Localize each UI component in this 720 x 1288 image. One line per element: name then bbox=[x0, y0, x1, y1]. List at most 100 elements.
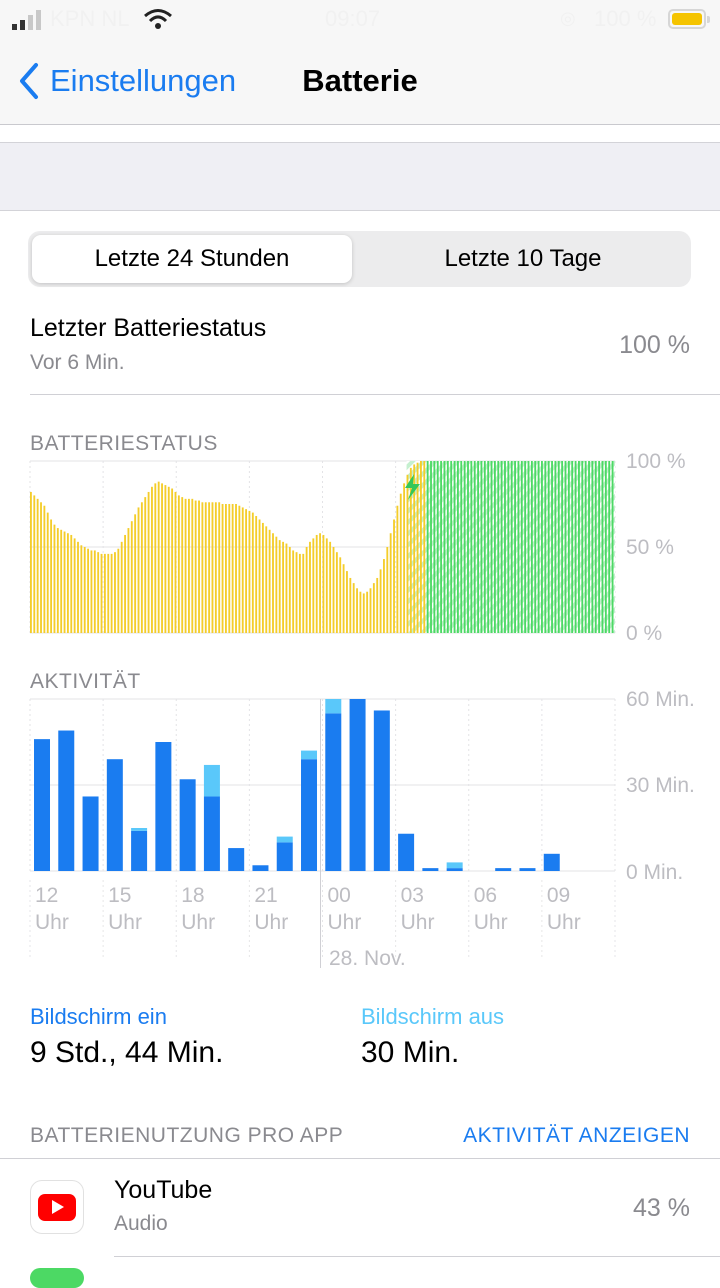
activity-x-tick-suffix: Uhr bbox=[254, 911, 288, 934]
battery-bar bbox=[477, 461, 480, 633]
battery-bar bbox=[124, 534, 126, 633]
battery-bar bbox=[268, 529, 271, 633]
rotation-lock-icon: ◎ bbox=[560, 8, 576, 28]
activity-date-label: 28. Nov. bbox=[329, 947, 406, 970]
battery-bar bbox=[282, 541, 285, 633]
activity-x-tick-suffix: Uhr bbox=[401, 911, 435, 934]
battery-bar bbox=[369, 588, 372, 633]
battery-bar bbox=[134, 514, 137, 633]
screen-off-bar bbox=[325, 699, 342, 714]
battery-bar bbox=[588, 461, 590, 633]
battery-bar bbox=[581, 461, 584, 633]
charging-bolt-icon bbox=[405, 474, 420, 500]
screen-off-bar bbox=[131, 828, 148, 831]
screen-on-bar bbox=[106, 759, 123, 871]
battery-bar bbox=[349, 577, 352, 633]
segment-last-10-days[interactable]: Letzte 10 Tage bbox=[444, 245, 602, 272]
app-row-youtube[interactable] bbox=[0, 1159, 720, 1256]
screen-on-bar bbox=[446, 868, 463, 871]
screen-off-bar bbox=[276, 836, 293, 843]
battery-bar bbox=[530, 461, 533, 633]
battery-bar bbox=[312, 538, 315, 633]
show-activity-button[interactable]: AKTIVITÄT ANZEIGEN bbox=[463, 1124, 690, 1147]
battery-bar bbox=[366, 591, 369, 633]
battery-bar bbox=[194, 500, 197, 633]
battery-bar bbox=[90, 550, 93, 633]
battery-bar bbox=[470, 461, 473, 633]
battery-bar bbox=[467, 461, 469, 633]
battery-bar bbox=[376, 577, 379, 633]
battery-bar bbox=[561, 461, 564, 633]
battery-bar bbox=[547, 461, 550, 633]
activity-x-tick-hour: 18 bbox=[181, 884, 204, 907]
activity-x-tick-hour: 12 bbox=[35, 884, 58, 907]
chevron-left-icon[interactable] bbox=[18, 62, 40, 100]
battery-bar bbox=[487, 461, 490, 633]
battery-bar bbox=[228, 504, 231, 633]
screen-off-bar bbox=[301, 750, 318, 760]
battery-bar bbox=[554, 461, 557, 633]
battery-bar bbox=[46, 512, 49, 633]
battery-bar bbox=[379, 569, 382, 633]
battery-bar bbox=[517, 461, 520, 633]
battery-bar bbox=[198, 500, 200, 633]
battery-bar bbox=[191, 498, 194, 633]
battery-bar bbox=[504, 461, 506, 633]
battery-bar bbox=[574, 461, 577, 633]
battery-bar bbox=[258, 519, 261, 633]
battery-bar bbox=[218, 502, 221, 633]
activity-x-tick-suffix: Uhr bbox=[474, 911, 508, 934]
battery-bar bbox=[110, 553, 113, 633]
battery-bar bbox=[608, 461, 611, 633]
battery-bar bbox=[342, 564, 345, 633]
screen-on-bar bbox=[155, 742, 172, 871]
screen-on-bar bbox=[228, 848, 245, 871]
battery-bar bbox=[151, 486, 153, 633]
battery-bar bbox=[490, 461, 493, 633]
battery-bar bbox=[93, 550, 96, 633]
screen-on-bar bbox=[82, 796, 99, 871]
battery-bar bbox=[171, 488, 174, 633]
app-name: YouTube bbox=[114, 1176, 213, 1204]
battery-bar bbox=[305, 547, 308, 633]
screen-on-bar bbox=[203, 796, 220, 871]
battery-bar bbox=[446, 461, 449, 633]
battery-bar bbox=[241, 507, 244, 633]
battery-bar bbox=[315, 534, 318, 633]
battery-bar bbox=[567, 461, 570, 633]
battery-bar bbox=[423, 461, 426, 633]
screen-on-bar bbox=[58, 730, 75, 871]
battery-bar bbox=[436, 461, 439, 633]
screen-on-bar bbox=[179, 779, 196, 871]
battery-bar bbox=[114, 552, 116, 633]
battery-bar bbox=[339, 557, 342, 633]
battery-bar bbox=[302, 553, 305, 633]
battery-bar bbox=[30, 491, 32, 633]
battery-bar bbox=[544, 461, 547, 633]
battery-bar bbox=[399, 493, 402, 633]
activity-x-tick-hour: 06 bbox=[474, 884, 497, 907]
last-status-value: 100 % bbox=[619, 331, 690, 359]
battery-bar bbox=[594, 461, 597, 633]
battery-bar bbox=[500, 461, 503, 633]
last-status-subtitle: Vor 6 Min. bbox=[30, 351, 125, 374]
battery-bar bbox=[426, 461, 429, 633]
battery-bar bbox=[416, 462, 419, 633]
screen-off-bar bbox=[446, 862, 463, 869]
battery-bar bbox=[480, 461, 483, 633]
battery-bar bbox=[73, 538, 76, 633]
battery-bar bbox=[204, 502, 207, 633]
battery-bar bbox=[221, 504, 224, 633]
battery-bar bbox=[329, 541, 332, 633]
segment-last-24-hours[interactable]: Letzte 24 Stunden bbox=[32, 235, 352, 283]
screen-on-label: Bildschirm ein bbox=[30, 1004, 167, 1029]
activity-x-tick-suffix: Uhr bbox=[547, 911, 581, 934]
activity-x-tick-suffix: Uhr bbox=[328, 911, 362, 934]
battery-bar bbox=[144, 497, 147, 633]
battery-bar bbox=[298, 553, 301, 633]
battery-bar bbox=[325, 538, 328, 633]
back-button[interactable]: Einstellungen bbox=[50, 63, 237, 98]
battery-y-tick: 100 % bbox=[626, 450, 686, 473]
battery-bar bbox=[295, 552, 298, 633]
battery-bar bbox=[352, 583, 355, 633]
